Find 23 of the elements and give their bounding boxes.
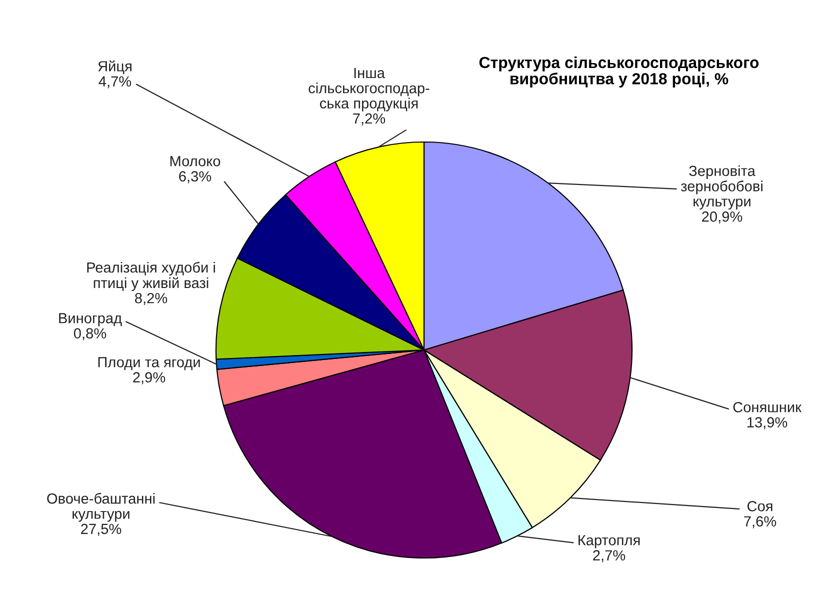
slice-label: Інша сільськогосподар- ська продукція (308, 68, 430, 112)
data-label: 7,2% (353, 113, 386, 126)
slice-label: Картопля (578, 535, 640, 548)
data-label: 6,3% (179, 171, 212, 184)
data-label: 2,7% (593, 550, 626, 562)
data-label: 2,9% (133, 372, 166, 384)
slice-label: Соняшник (733, 402, 802, 412)
slice-label: Яйця (98, 60, 132, 74)
slice-label: Молоко (170, 156, 220, 166)
chart-title: Структура сільськогосподарського виробництва у 2018 році, % (479, 56, 759, 88)
data-label: 27,5% (81, 524, 122, 536)
data-label: 7,6% (744, 516, 776, 528)
slice-label: Виноград (59, 313, 122, 326)
slice-label: Зерновіта зернобобові культури (680, 165, 762, 210)
data-label: 4,7% (98, 76, 132, 88)
slice-label: Реалізація худоби і птиці у живій вазі (87, 262, 215, 292)
data-label: 0,8% (74, 328, 106, 340)
slice-label: Соя (747, 501, 772, 512)
slice-label: Плоди та ягоди (98, 357, 200, 370)
data-label: 13,9% (747, 417, 788, 430)
slice-label: Овоче-баштанні культури (47, 492, 155, 522)
data-label: 20,9% (702, 211, 742, 224)
data-label: 8,2% (135, 292, 168, 306)
